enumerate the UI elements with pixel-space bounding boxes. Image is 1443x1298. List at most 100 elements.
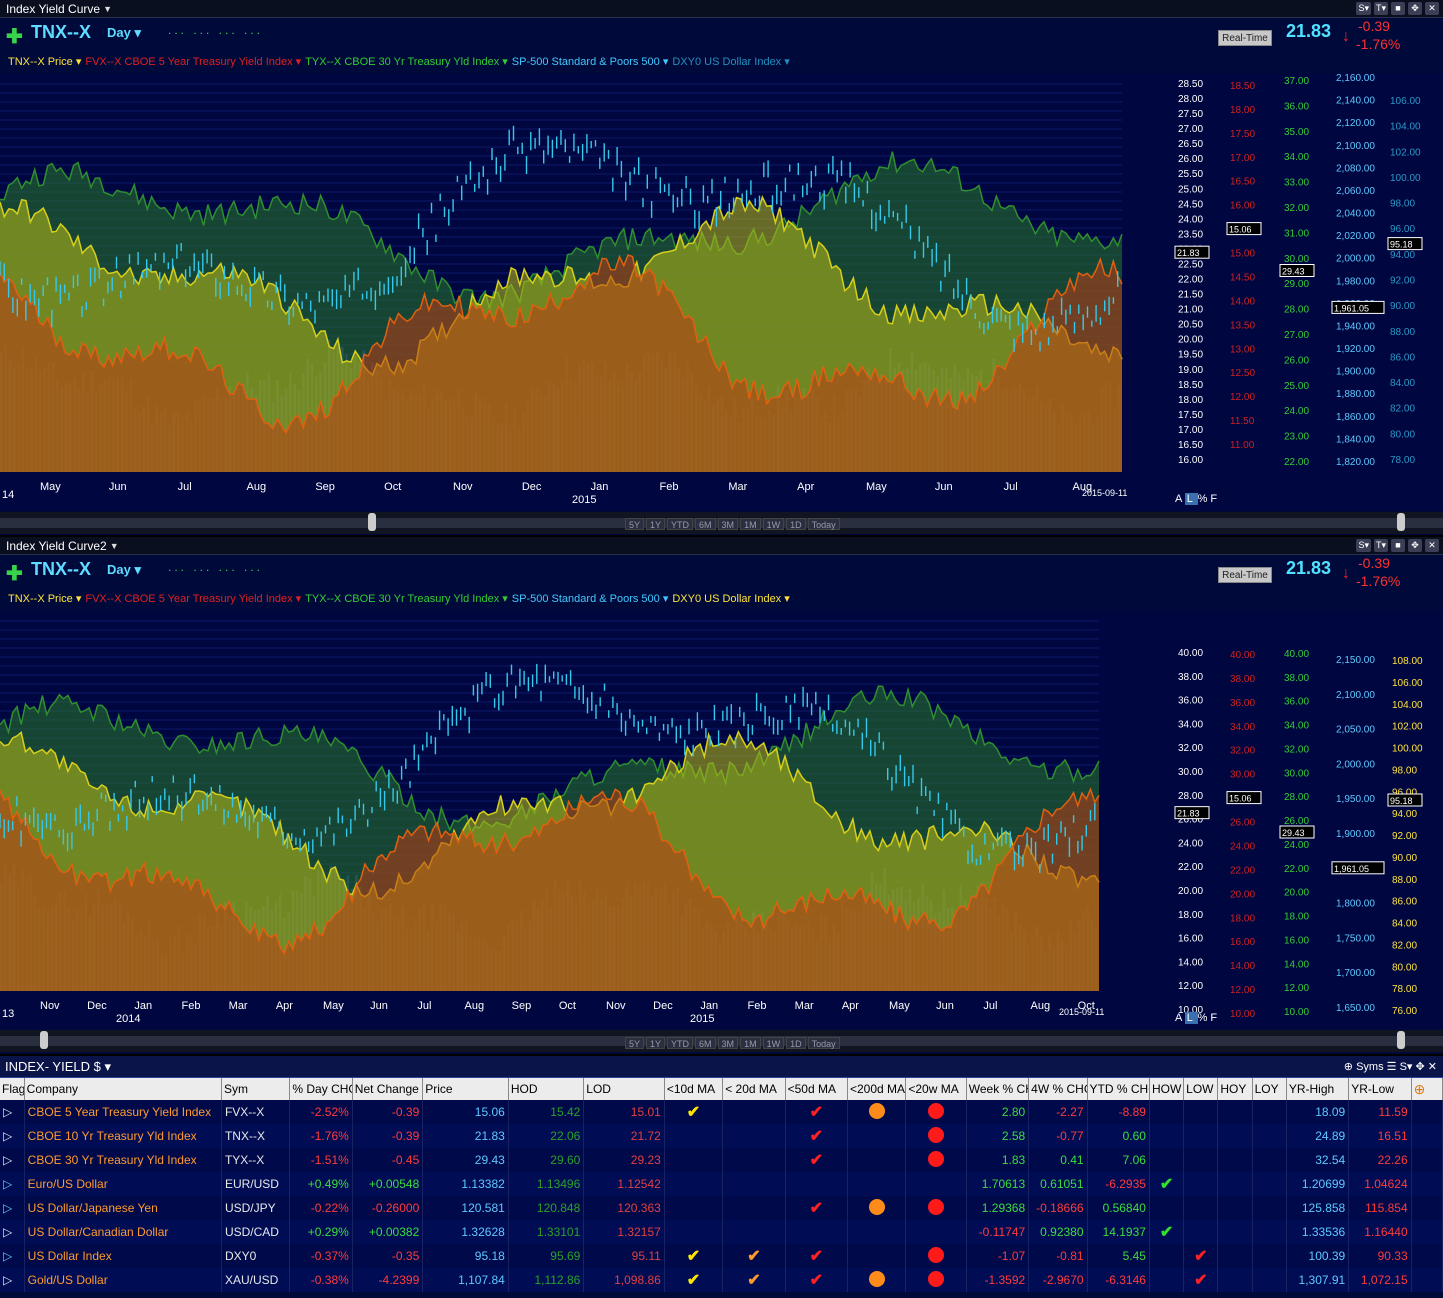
range-button[interactable]: 1W [762, 518, 785, 530]
column-header[interactable]: YR-Low [1348, 1078, 1412, 1100]
column-header[interactable]: <20w MA [905, 1078, 967, 1100]
range-button[interactable]: 6M [695, 518, 716, 530]
symbol-label[interactable]: TNX--X [31, 559, 91, 579]
watchlist-title[interactable]: INDEX- YIELD $ [5, 1059, 101, 1074]
period-select[interactable]: Day ▾ [107, 25, 141, 40]
table-row[interactable]: ▷ Gold/US Dollar XAU/USD -0.38% -4.2399 1,107… [0, 1268, 1443, 1292]
symbol-label[interactable]: TNX--X [31, 22, 91, 42]
legend-item[interactable]: SP-500 Standard & Poors 500 ▾ [511, 56, 669, 68]
period-select[interactable]: Day ▾ [107, 562, 141, 577]
scale-mode-button[interactable]: L [1184, 493, 1198, 505]
legend-item[interactable]: TYX--X CBOE 30 Yr Treasury Yld Index ▾ [305, 56, 508, 68]
column-header[interactable]: HOD [508, 1078, 585, 1100]
range-button[interactable]: 1D [786, 518, 806, 530]
column-header[interactable]: HOY [1217, 1078, 1253, 1100]
chart-svg-2[interactable]: Nov Dec Jan Feb Mar Apr May Jun Jul Aug Sep Oct Nov D… [0, 611, 1443, 1029]
column-header[interactable]: LOD [583, 1078, 665, 1100]
add-symbol-icon[interactable]: ✚ [6, 26, 23, 48]
table-row[interactable]: ▷ CBOE 10 Yr Treasury Yld Index TNX--X -1.7… [0, 1124, 1443, 1148]
scroll-handle-right[interactable] [1397, 513, 1405, 531]
legend-item[interactable]: FVX--X CBOE 5 Year Treasury Yield Index … [85, 56, 302, 68]
range-button[interactable]: 5Y [625, 518, 645, 530]
chart-plot-1[interactable]: May Jun Jul Aug Sep Oct Nov Dec Jan Feb Mar Apr May J… [0, 73, 1443, 510]
legend-item[interactable]: FVX--X CBOE 5 Year Treasury Yield Index … [85, 593, 302, 605]
table-row[interactable]: ▷ CBOE 5 Year Treasury Yield Index FVX--X -… [0, 1100, 1443, 1124]
legend-item[interactable]: TNX--X Price ▾ [8, 56, 82, 68]
legend-item[interactable]: SP-500 Standard & Poors 500 ▾ [511, 593, 669, 605]
settings-icon[interactable]: S▾ [1356, 539, 1371, 552]
column-header[interactable]: Company [24, 1078, 222, 1100]
settings-icon[interactable]: S▾ [1356, 2, 1371, 15]
settings-icon[interactable]: S▾ [1399, 1061, 1413, 1073]
title-dropdown-icon[interactable]: ▼ [103, 3, 112, 14]
scale-mode-button[interactable]: % [1197, 493, 1211, 505]
save-icon[interactable]: ■ [1391, 2, 1405, 15]
table-row[interactable]: ▷ Euro/US Dollar EUR/USD +0.49% +0.00548 1.13… [0, 1172, 1443, 1196]
range-button[interactable]: 1Y [646, 518, 666, 530]
table-row[interactable]: ▷ US Dollar Index DXY0 -0.37% -0.35 95.18 95.6… [0, 1244, 1443, 1268]
realtime-button[interactable]: Real-Time [1218, 30, 1272, 46]
column-header[interactable]: <200d MA [847, 1078, 907, 1100]
scroll-handle-left[interactable] [40, 1031, 48, 1049]
range-button[interactable]: 1M [740, 1037, 761, 1049]
menu-icon[interactable]: ☰ [1386, 1061, 1397, 1073]
scale-mode-button[interactable]: F [1210, 1012, 1218, 1024]
column-header[interactable]: Week % CHG [966, 1078, 1030, 1100]
range-button[interactable]: 1D [786, 1037, 806, 1049]
scale-mode-button[interactable]: A [1175, 1012, 1185, 1024]
column-header[interactable]: LOW [1183, 1078, 1219, 1100]
syms-button[interactable]: Syms [1356, 1061, 1384, 1073]
range-button[interactable]: 3M [717, 1037, 739, 1049]
table-row[interactable]: ▷ CBOE 30 Yr Treasury Yld Index TYX--X -1.5… [0, 1148, 1443, 1172]
scroll-handle-right[interactable] [1397, 1031, 1405, 1049]
range-button[interactable]: 1W [762, 1037, 785, 1049]
range-button[interactable]: YTD [667, 518, 694, 530]
column-header[interactable]: HOW [1149, 1078, 1185, 1100]
add-symbol-icon[interactable]: ✚ [6, 563, 23, 585]
close-icon[interactable]: ✕ [1427, 1061, 1437, 1073]
range-button[interactable]: 1Y [646, 1037, 666, 1049]
close-icon[interactable]: ✕ [1425, 2, 1439, 15]
column-header[interactable]: YR-High [1286, 1078, 1350, 1100]
column-header[interactable]: Sym [221, 1078, 291, 1100]
legend-item[interactable]: TYX--X CBOE 30 Yr Treasury Yld Index ▾ [305, 593, 508, 605]
scale-mode-button[interactable]: % [1197, 1012, 1211, 1024]
column-header[interactable]: Price [422, 1078, 509, 1100]
add-symbol-icon[interactable]: ⊕ [1343, 1061, 1354, 1073]
range-button[interactable]: 5Y [625, 1037, 645, 1049]
indicator-dots[interactable]: ... ... ... ... [168, 23, 264, 37]
legend-item[interactable]: DXY0 US Dollar Index ▾ [672, 56, 790, 68]
scroll-handle-left[interactable] [368, 513, 376, 531]
scale-mode-button[interactable]: L [1184, 1012, 1198, 1024]
close-icon[interactable]: ✕ [1425, 539, 1439, 552]
indicator-dots[interactable]: ... ... ... ... [168, 560, 264, 574]
text-icon[interactable]: T▾ [1373, 2, 1388, 15]
range-button[interactable]: Today [807, 518, 840, 530]
column-header[interactable]: % Day CHG [289, 1078, 353, 1100]
title-dropdown-icon[interactable]: ▼ [109, 540, 119, 551]
realtime-button[interactable]: Real-Time [1218, 567, 1272, 583]
column-header[interactable]: <10d MA [664, 1078, 724, 1100]
range-button[interactable]: 6M [695, 1037, 716, 1049]
column-header[interactable]: LOY [1252, 1078, 1287, 1100]
move-icon[interactable]: ✥ [1408, 539, 1422, 552]
move-icon[interactable]: ✥ [1415, 1061, 1425, 1073]
column-header[interactable]: < 20d MA [722, 1078, 786, 1100]
move-icon[interactable]: ✥ [1408, 2, 1422, 15]
table-row[interactable]: ▷ US Dollar/Canadian Dollar USD/CAD +0.29% +… [0, 1220, 1443, 1244]
save-icon[interactable]: ■ [1391, 539, 1405, 552]
range-button[interactable]: Today [807, 1037, 840, 1049]
text-icon[interactable]: T▾ [1373, 539, 1388, 552]
column-header[interactable]: Net Change [352, 1078, 424, 1100]
add-column-icon[interactable]: ⊕ [1411, 1078, 1443, 1100]
chart-plot-2[interactable]: Nov Dec Jan Feb Mar Apr May Jun Jul Aug Sep Oct Nov D… [0, 611, 1443, 1029]
range-button[interactable]: YTD [667, 1037, 694, 1049]
range-button[interactable]: 3M [717, 518, 739, 530]
scale-mode-button[interactable]: F [1210, 493, 1218, 505]
table-row[interactable]: ▷ US Dollar/Japanese Yen USD/JPY -0.22% -0.2… [0, 1196, 1443, 1220]
column-header[interactable]: <50d MA [785, 1078, 849, 1100]
column-header[interactable]: YTD % CHG [1087, 1078, 1150, 1100]
column-header[interactable]: 4W % CHG [1028, 1078, 1088, 1100]
range-button[interactable]: 1M [740, 518, 761, 530]
chart-svg-1[interactable]: May Jun Jul Aug Sep Oct Nov Dec Jan Feb Mar Apr May J… [0, 73, 1443, 510]
